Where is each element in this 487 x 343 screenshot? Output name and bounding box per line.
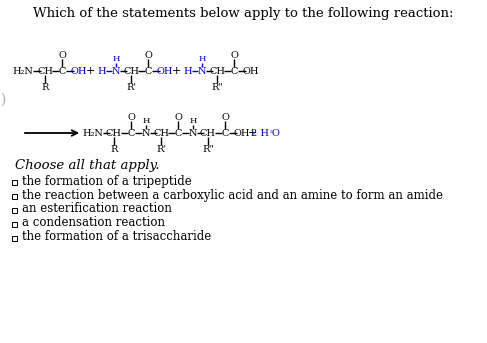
Text: the reaction between a carboxylic acid and an amine to form an amide: the reaction between a carboxylic acid a… xyxy=(22,189,443,201)
Text: ): ) xyxy=(0,93,6,107)
Text: OH: OH xyxy=(71,67,87,75)
Text: H: H xyxy=(142,117,150,125)
Text: O: O xyxy=(58,51,66,60)
Text: +: + xyxy=(247,128,257,138)
Text: CH: CH xyxy=(153,129,169,138)
Text: +: + xyxy=(85,66,94,76)
Text: Which of the statements below apply to the following reaction:: Which of the statements below apply to t… xyxy=(33,7,453,20)
Text: CH: CH xyxy=(209,67,225,75)
Text: N: N xyxy=(198,67,206,75)
Text: CH: CH xyxy=(123,67,139,75)
Text: CH: CH xyxy=(37,67,53,75)
FancyBboxPatch shape xyxy=(12,194,17,199)
Text: C: C xyxy=(221,129,229,138)
FancyBboxPatch shape xyxy=(12,180,17,185)
Text: C: C xyxy=(127,129,135,138)
Text: Choose all that apply.: Choose all that apply. xyxy=(15,158,160,172)
Text: CH: CH xyxy=(200,129,216,138)
Text: ₂: ₂ xyxy=(270,127,272,135)
Text: OH: OH xyxy=(234,129,250,138)
Text: H: H xyxy=(112,55,120,63)
Text: R": R" xyxy=(202,144,214,154)
Text: H: H xyxy=(189,117,197,125)
Text: R: R xyxy=(41,83,49,92)
FancyBboxPatch shape xyxy=(12,208,17,213)
Text: R': R' xyxy=(156,144,166,154)
Text: 2 H: 2 H xyxy=(251,129,269,138)
Text: the formation of a trisaccharide: the formation of a trisaccharide xyxy=(22,230,211,244)
Text: +: + xyxy=(171,66,181,76)
Text: OH: OH xyxy=(157,67,173,75)
Text: CH: CH xyxy=(106,129,122,138)
Text: an esterification reaction: an esterification reaction xyxy=(22,202,172,215)
FancyBboxPatch shape xyxy=(12,236,17,241)
Text: H: H xyxy=(98,67,106,75)
Text: O: O xyxy=(127,114,135,122)
Text: N: N xyxy=(112,67,120,75)
Text: H₂N: H₂N xyxy=(13,67,34,75)
Text: N: N xyxy=(142,129,150,138)
Text: R: R xyxy=(111,144,118,154)
Text: N: N xyxy=(189,129,197,138)
Text: O: O xyxy=(174,114,182,122)
Text: C: C xyxy=(230,67,238,75)
Text: O: O xyxy=(221,114,229,122)
Text: H₂N: H₂N xyxy=(83,129,103,138)
Text: the formation of a tripeptide: the formation of a tripeptide xyxy=(22,175,192,188)
Text: R': R' xyxy=(126,83,136,92)
Text: O: O xyxy=(144,51,152,60)
Text: O: O xyxy=(230,51,238,60)
Text: O: O xyxy=(271,129,279,138)
Text: OH: OH xyxy=(243,67,259,75)
Text: H: H xyxy=(198,55,206,63)
Text: R": R" xyxy=(211,83,223,92)
Text: C: C xyxy=(174,129,182,138)
Text: a condensation reaction: a condensation reaction xyxy=(22,216,165,229)
Text: H: H xyxy=(184,67,192,75)
FancyBboxPatch shape xyxy=(12,222,17,227)
Text: C: C xyxy=(144,67,151,75)
Text: C: C xyxy=(58,67,66,75)
